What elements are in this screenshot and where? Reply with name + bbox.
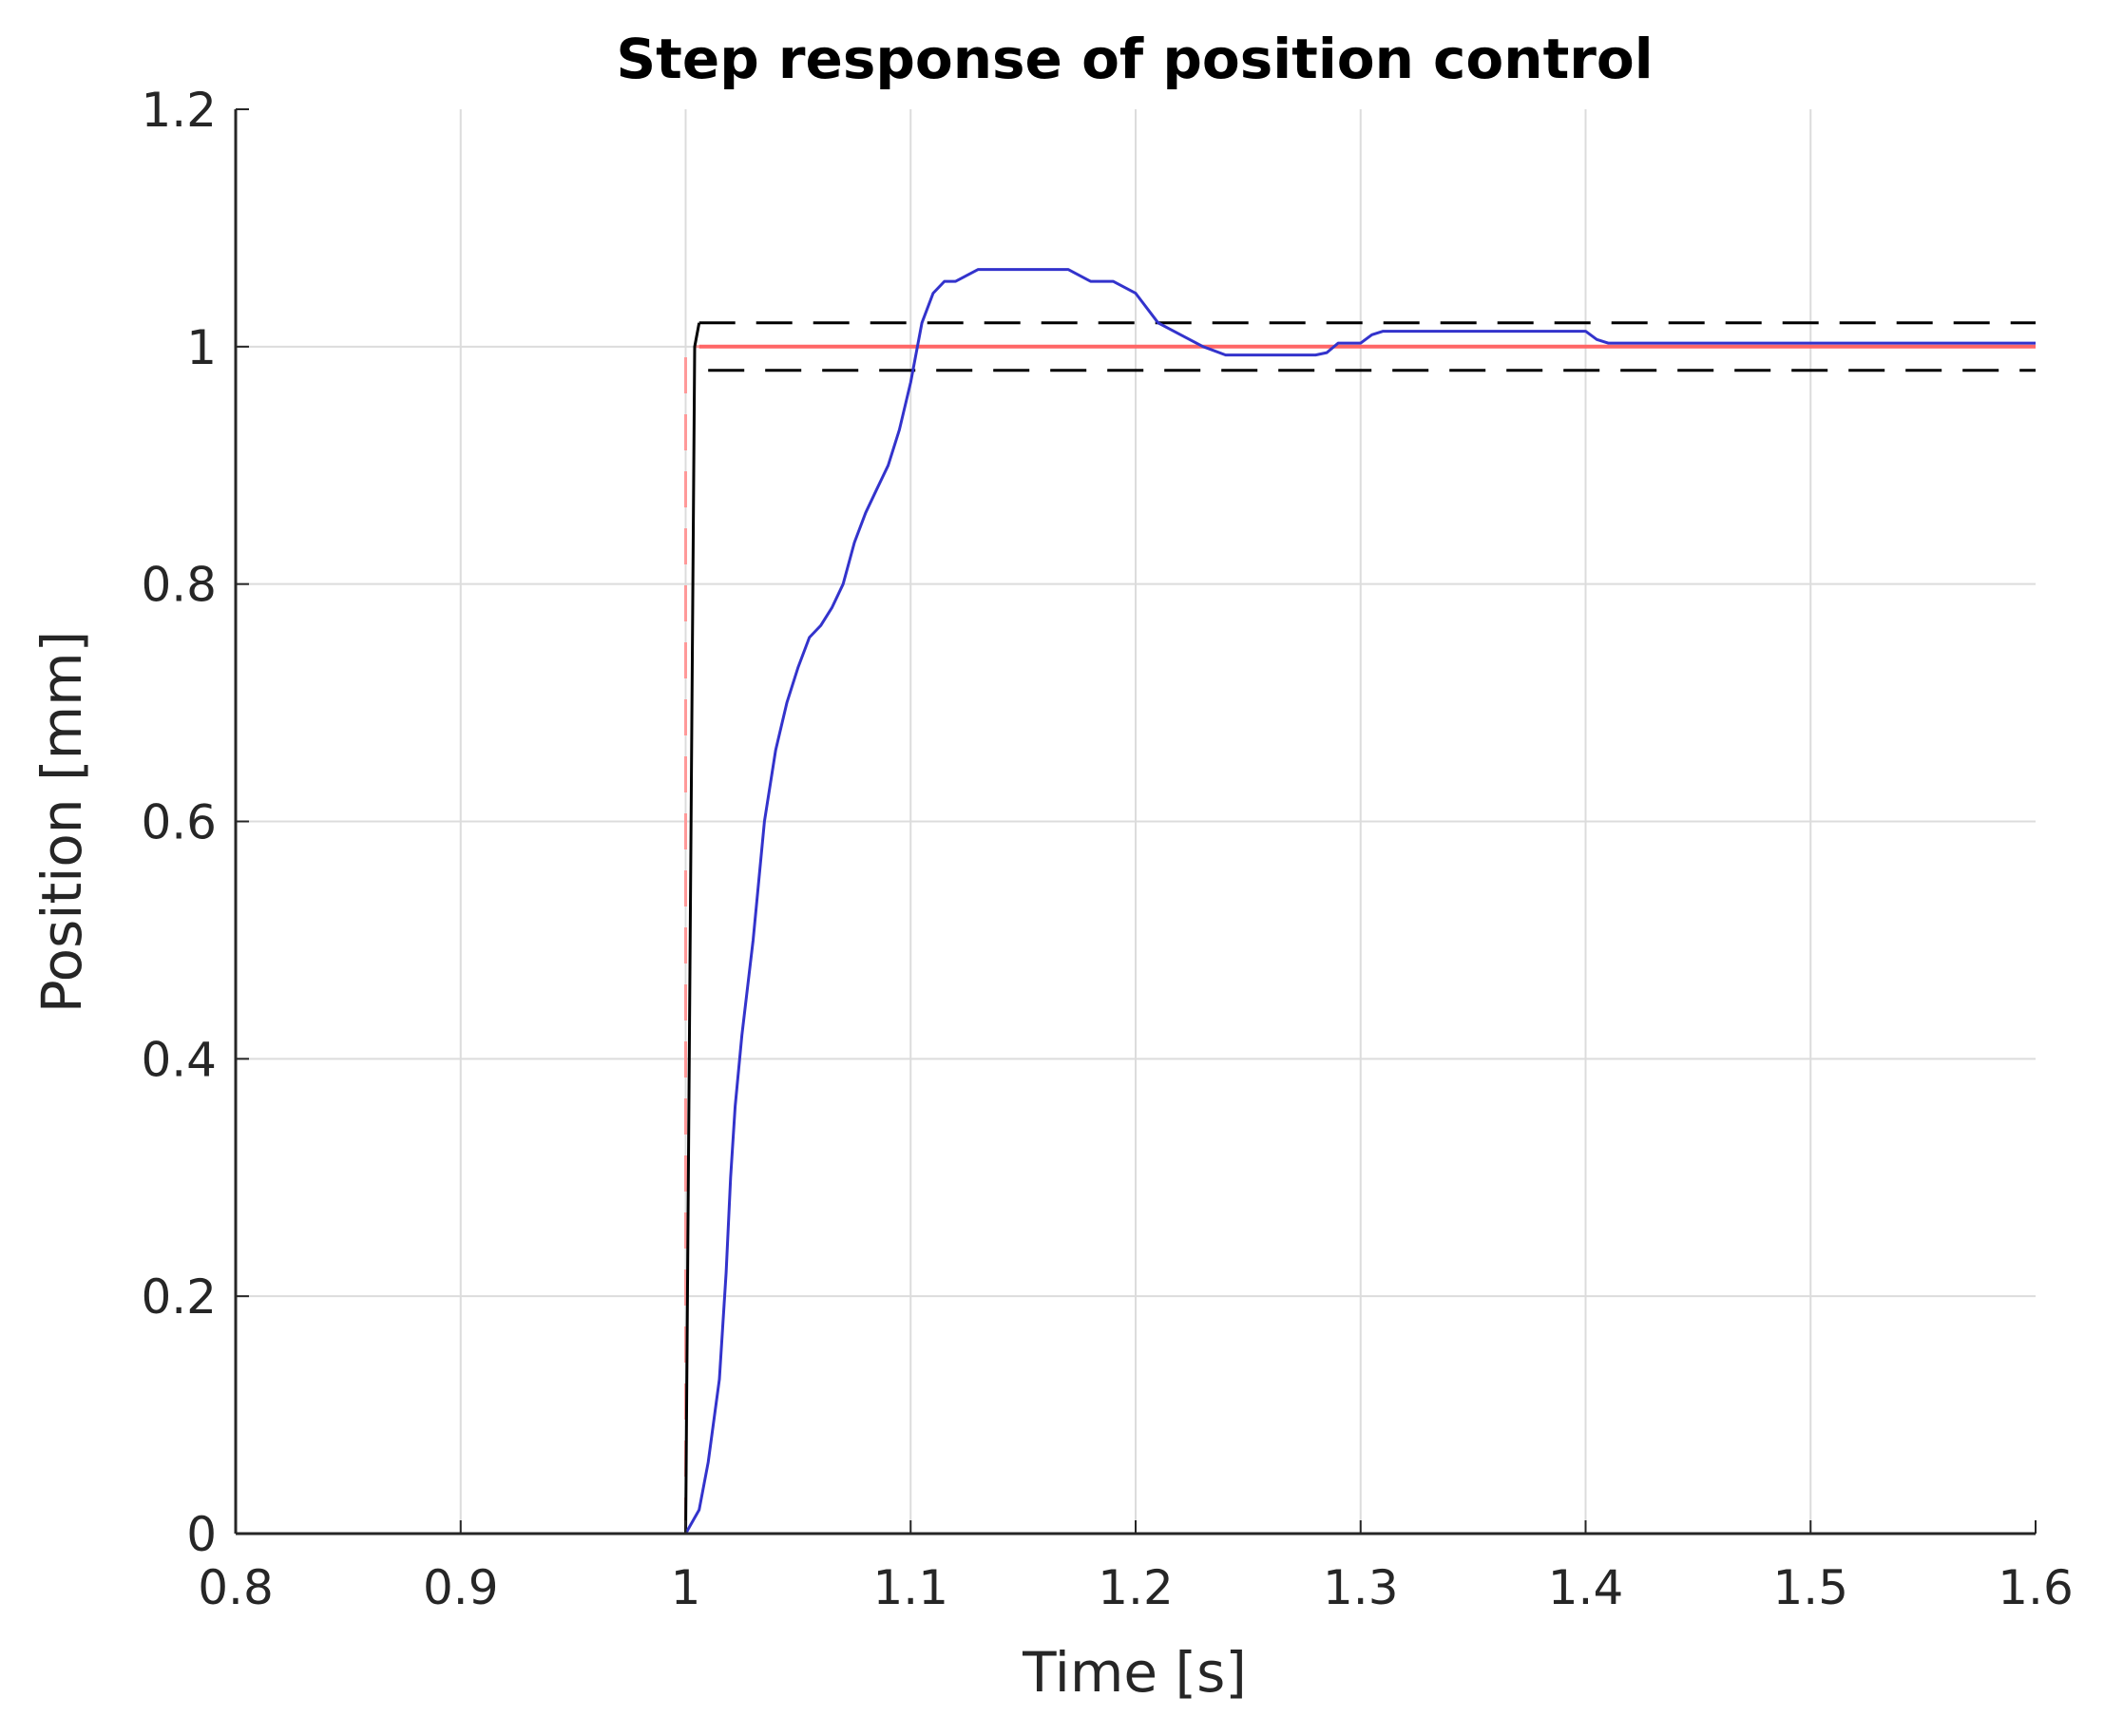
y-axis-label: Position [mm] xyxy=(29,631,94,1014)
x-tick-label: 1.5 xyxy=(1772,1560,1848,1615)
x-tick-label: 1 xyxy=(671,1560,701,1615)
x-tick-label: 1.6 xyxy=(1998,1560,2074,1615)
series-line-1 xyxy=(236,268,2036,1536)
y-tick-label: 0.8 xyxy=(141,558,217,613)
x-axis-label: Time [s] xyxy=(1022,1640,1247,1705)
x-tick-label: 1.4 xyxy=(1548,1560,1624,1615)
y-tick-label: 0.2 xyxy=(141,1269,217,1325)
y-tick-label: 0.4 xyxy=(141,1032,217,1087)
y-tick-label: 1.2 xyxy=(141,83,217,138)
y-tick-label: 0.6 xyxy=(141,795,217,850)
y-tick-label: 0 xyxy=(186,1507,217,1562)
tick-labels: 0.8 0.9 1 1.1 1.2 1.3 1.4 1.5 1.6 0 0.2 0.4 0.6 0.8 1 1… xyxy=(141,83,2073,1615)
x-tick-label: 0.8 xyxy=(198,1560,274,1615)
x-tick-label: 1.3 xyxy=(1323,1560,1399,1615)
series-line-4 xyxy=(684,322,701,1535)
y-tick-label: 1 xyxy=(186,320,217,375)
x-tick-label: 0.9 xyxy=(423,1560,499,1615)
x-tick-label: 1.1 xyxy=(872,1560,948,1615)
x-tick-label: 1.2 xyxy=(1098,1560,1174,1615)
chart-title: Step response of position control xyxy=(616,27,1653,91)
series-group xyxy=(236,268,2036,1536)
grid xyxy=(236,109,2036,1534)
axes xyxy=(234,108,2037,1536)
